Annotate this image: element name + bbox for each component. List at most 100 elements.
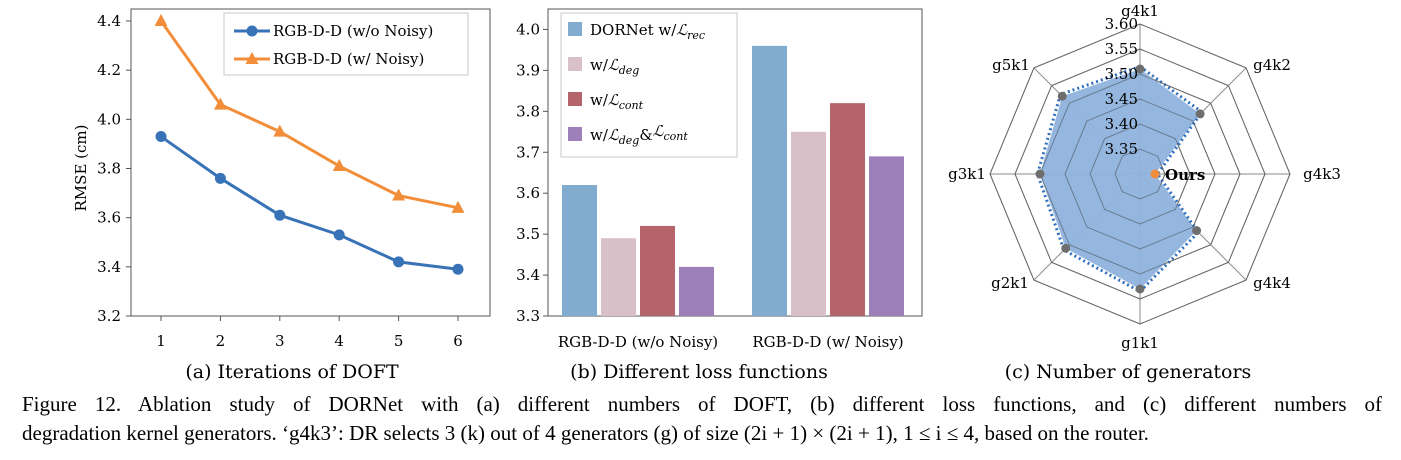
radar-chart-r-tick-label: 3.50 bbox=[1105, 65, 1138, 83]
line-chart-series-line-0 bbox=[160, 135, 459, 271]
radar-chart-generators: (c) Number of generators Ours 3.35 3.40 3.4… bbox=[948, 2, 1341, 383]
bar-chart-y-tick-label: 3.6 bbox=[516, 184, 540, 202]
bar-chart-legend-label: w/ℒdeg&ℒcont bbox=[590, 122, 688, 147]
caption-line-1: Figure 12. Ablation study of DORNet with… bbox=[22, 392, 1382, 416]
line-chart-point bbox=[332, 159, 346, 172]
line-chart-point bbox=[393, 256, 405, 268]
caption-line-2: degradation kernel generators. ‘g4k3’: D… bbox=[22, 419, 1382, 448]
radar-chart-grid-ring-overlay bbox=[989, 23, 1291, 325]
bar-chart-legend-swatch bbox=[568, 92, 582, 106]
bar-chart-category-label: RGB-D-D (w/o Noisy) bbox=[558, 333, 718, 351]
bar-chart-legend-label-part: & bbox=[639, 126, 652, 144]
line-chart-x-tick-label: 3 bbox=[275, 332, 285, 350]
caption-line-2-tail: , based on the router. bbox=[973, 421, 1149, 445]
radar-chart-ours-point bbox=[1150, 169, 1160, 179]
radar-chart-r-tick-label: 3.35 bbox=[1105, 140, 1138, 158]
line-chart-point bbox=[155, 131, 167, 143]
bar-chart-legend-swatch bbox=[568, 127, 582, 141]
bar-chart-y-tick-label: 3.3 bbox=[516, 307, 540, 325]
bar-chart-legend-label-part: w/ bbox=[590, 56, 609, 74]
line-chart-legend-label: RGB-D-D (w/ Noisy) bbox=[273, 50, 424, 68]
line-chart-y-tick-label: 3.8 bbox=[97, 160, 121, 178]
radar-chart-grid-ring-overlay bbox=[1014, 48, 1266, 300]
line-chart-y-tick-label: 4.0 bbox=[97, 110, 121, 128]
line-chart-x-tick-label: 1 bbox=[156, 332, 166, 350]
bar-chart-y-tick-label: 3.9 bbox=[516, 61, 540, 79]
line-chart-point bbox=[451, 200, 465, 213]
line-chart-y-tick-label: 3.6 bbox=[97, 209, 121, 227]
caption-line-2-math: (2i + 1) × (2i + 1), 1 ≤ i ≤ 4 bbox=[743, 421, 974, 445]
radar-chart-point bbox=[1195, 109, 1205, 119]
line-chart-legend-marker bbox=[245, 52, 259, 64]
bar-chart-legend-label-part: cont bbox=[619, 99, 644, 112]
bar-chart-y-tick-label: 3.7 bbox=[516, 143, 540, 161]
bar-chart-legend-label-part: ℒ bbox=[608, 56, 620, 74]
bar-chart-legend-label-part: w/ bbox=[590, 91, 609, 109]
caption-line-2-text: degradation kernel generators. ‘g4k3’: D… bbox=[22, 421, 744, 445]
line-chart-legend: RGB-D-D (w/o Noisy) RGB-D-D (w/ Noisy) bbox=[223, 12, 469, 76]
bar-chart-legend-label: DORNet w/ℒrec bbox=[590, 21, 705, 42]
bar-chart-legend-label-part: DORNet w/ bbox=[590, 21, 677, 39]
radar-chart-axis-label: g4k2 bbox=[1253, 56, 1291, 74]
bar-chart-legend-label-part: deg bbox=[619, 64, 640, 77]
bar-chart-y-tick-label: 3.4 bbox=[516, 266, 540, 284]
line-chart-point bbox=[452, 263, 464, 275]
bar-chart-legend-label-part: w/ bbox=[590, 126, 609, 144]
bar-chart-bar bbox=[562, 185, 597, 316]
line-chart-x-tick-label: 5 bbox=[394, 332, 404, 350]
radar-chart-grid-ring-overlay bbox=[1089, 123, 1191, 225]
bar-chart-subtitle: (b) Different loss functions bbox=[570, 361, 828, 383]
radar-chart-point bbox=[1035, 169, 1045, 179]
line-chart-point bbox=[274, 209, 286, 221]
line-chart-y-axis-label: RMSE (cm) bbox=[72, 125, 90, 212]
radar-chart-point bbox=[1057, 91, 1067, 101]
bar-chart-y-tick-label: 3.5 bbox=[516, 225, 540, 243]
line-chart-y-tick-label: 3.2 bbox=[97, 307, 121, 325]
bar-chart-legend-label: w/ℒcont bbox=[590, 91, 644, 112]
line-chart-legend-marker bbox=[246, 25, 258, 37]
line-chart-frame bbox=[130, 8, 491, 317]
radar-chart-point bbox=[1192, 226, 1202, 236]
line-chart-x-tick-label: 2 bbox=[216, 332, 226, 350]
bar-chart-legend-label-part: ℒ bbox=[653, 122, 665, 140]
radar-chart-r-tick-label: 3.55 bbox=[1105, 40, 1138, 58]
radar-chart-r-tick-label: 3.40 bbox=[1105, 115, 1138, 133]
radar-chart-point bbox=[1061, 243, 1071, 253]
line-chart-x-tick-label: 4 bbox=[334, 332, 344, 350]
line-chart-point bbox=[214, 172, 226, 184]
radar-chart-r-tick-label: 3.45 bbox=[1105, 90, 1138, 108]
bar-chart-category-label: RGB-D-D (w/ Noisy) bbox=[752, 333, 903, 351]
radar-chart-axis-label: g4k1 bbox=[1121, 2, 1159, 20]
bar-chart-y-tick-label: 4.0 bbox=[516, 20, 540, 38]
radar-chart-point bbox=[1135, 64, 1145, 74]
radar-chart-axis-label: g1k1 bbox=[1121, 334, 1159, 352]
line-chart-y-tick-label: 3.4 bbox=[97, 258, 121, 276]
bar-chart-legend-swatch bbox=[568, 57, 582, 71]
radar-chart-ours-label: Ours bbox=[1165, 166, 1205, 184]
bar-chart-legend-label-part: deg bbox=[619, 134, 640, 147]
bar-chart-bar bbox=[640, 225, 675, 316]
bar-chart-bar bbox=[791, 131, 826, 316]
line-chart-series-line-1 bbox=[159, 20, 459, 210]
bar-chart-bar bbox=[752, 45, 787, 317]
radar-chart-axis-label: g4k3 bbox=[1303, 165, 1341, 183]
bar-chart-legend-swatch bbox=[568, 22, 582, 36]
bar-chart-legend-label-part: ℒ bbox=[676, 21, 688, 39]
line-chart-legend-label: RGB-D-D (w/o Noisy) bbox=[273, 22, 433, 40]
line-chart-point bbox=[213, 97, 227, 110]
bar-chart-legend-label-part: rec bbox=[687, 29, 705, 42]
bar-chart-legend-label-part: ℒ bbox=[608, 91, 620, 109]
radar-chart-grid-ring-overlay bbox=[1039, 73, 1241, 275]
radar-chart-axis-label: g3k1 bbox=[948, 165, 986, 183]
radar-chart-axis-label: g2k1 bbox=[991, 274, 1029, 292]
radar-chart-point bbox=[1135, 284, 1145, 294]
bar-chart-legend-label: w/ℒdeg bbox=[590, 56, 639, 77]
radar-chart-r-tick-label: 3.60 bbox=[1105, 15, 1138, 33]
bar-chart-bar bbox=[830, 103, 865, 316]
radar-chart-axis-label: g4k4 bbox=[1253, 274, 1291, 292]
radar-chart-subtitle: (c) Number of generators bbox=[1005, 361, 1252, 383]
bar-chart-y-tick-label: 3.8 bbox=[516, 102, 540, 120]
